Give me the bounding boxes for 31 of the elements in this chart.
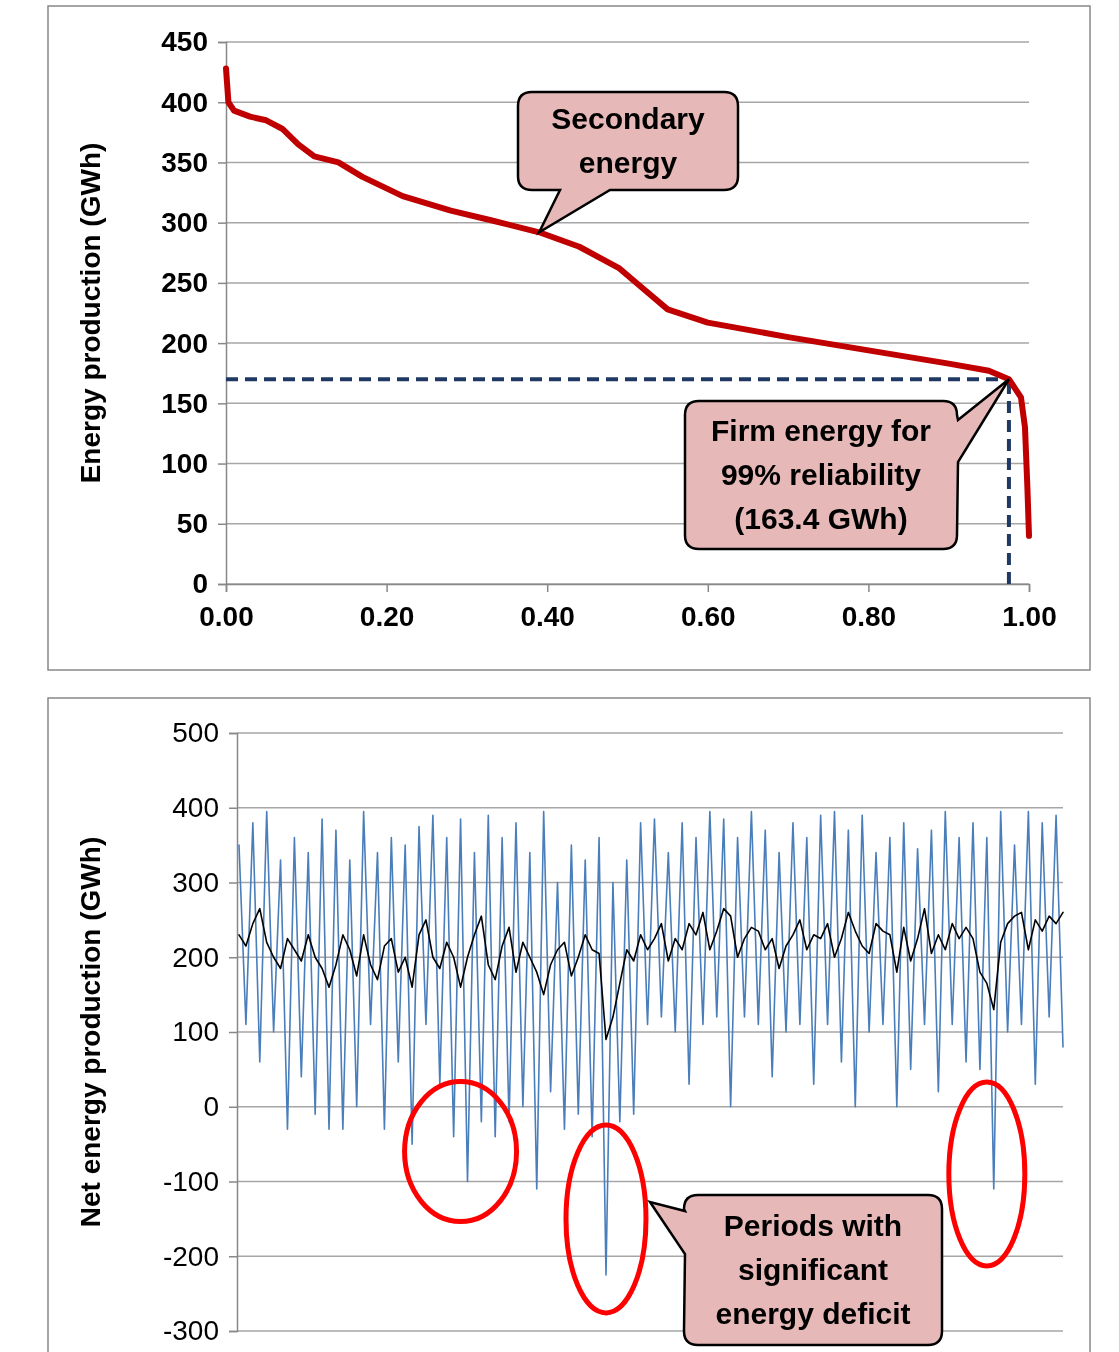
y-axis-title: Net energy production (GWh): [75, 836, 106, 1228]
y-tick-label: 300: [172, 866, 219, 898]
x-tick-label: 1.00: [1002, 600, 1057, 632]
x-tick-label: 0.00: [199, 600, 254, 632]
x-tick-label: 0.20: [359, 600, 415, 632]
y-tick-label: -100: [162, 1165, 219, 1197]
y-tick-label: 450: [161, 26, 208, 58]
x-tick-label: 0.80: [841, 600, 897, 632]
y-tick-label: 350: [161, 146, 208, 178]
y-tick-label: 100: [161, 448, 208, 480]
y-tick-label: 250: [161, 267, 208, 299]
annotation: Periods with significant energy deficit: [715, 1209, 911, 1330]
annotation: Secondary energy: [551, 102, 706, 179]
x-tick-label: 0.40: [520, 600, 575, 632]
y-axis-title: Energy production (GWh): [75, 142, 106, 484]
y-tick-label: -200: [162, 1240, 219, 1272]
y-tick-label: 400: [161, 86, 208, 118]
x-tick-label: 0.60: [681, 600, 736, 632]
y-tick-label: 500: [172, 717, 219, 749]
y-tick-label: 50: [176, 508, 208, 540]
y-tick-label: 150: [161, 387, 208, 419]
line-series: [238, 907, 1064, 1041]
y-tick-label: 100: [172, 1016, 219, 1048]
y-tick-label: 400: [172, 792, 219, 824]
y-tick-label: -300: [162, 1315, 219, 1347]
y-tick-label: 200: [161, 327, 208, 359]
y-tick-label: 300: [161, 207, 208, 239]
y-tick-label: 0: [192, 568, 208, 600]
y-tick-label: 200: [172, 941, 219, 973]
annotation: Firm energy for 99% reliability (163.4 GWh): [710, 414, 932, 535]
y-tick-label: 0: [203, 1091, 219, 1123]
